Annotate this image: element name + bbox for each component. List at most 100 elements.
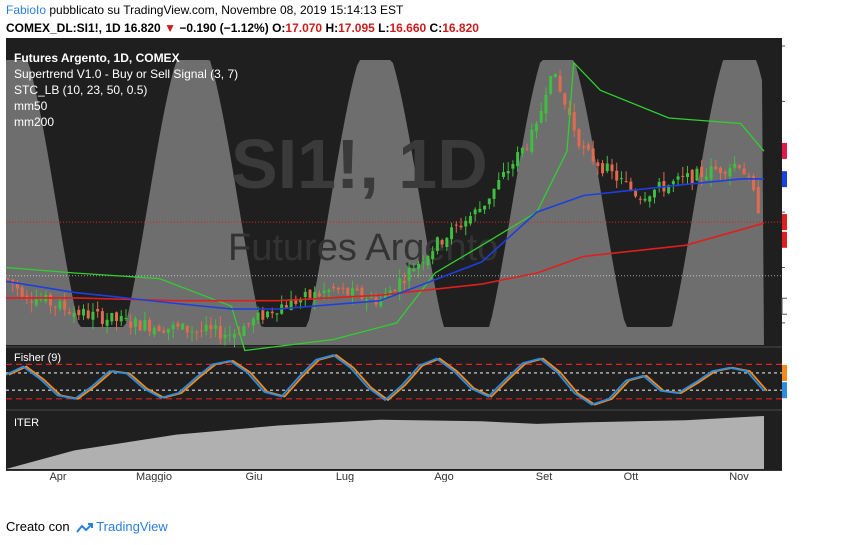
candle-body bbox=[275, 313, 279, 315]
candle-body bbox=[440, 240, 444, 245]
candle bbox=[511, 160, 515, 177]
candle-body bbox=[398, 278, 402, 292]
candle bbox=[681, 166, 685, 184]
candle-body bbox=[82, 308, 85, 316]
candle-body bbox=[634, 190, 638, 197]
candle-body bbox=[369, 297, 373, 299]
candle-body bbox=[501, 172, 505, 177]
candle-body bbox=[525, 148, 529, 150]
candle-body bbox=[577, 129, 581, 147]
low-label: L: bbox=[378, 21, 390, 35]
candle-body bbox=[223, 334, 227, 338]
candle bbox=[435, 236, 439, 255]
candle-body bbox=[733, 163, 737, 168]
candle-body bbox=[218, 325, 222, 339]
candle bbox=[115, 311, 119, 331]
candle-body bbox=[289, 299, 293, 311]
candle bbox=[63, 293, 67, 317]
chart-area[interactable]: SI1!, 1D Futures Argento Futures Argento, … bbox=[6, 38, 787, 482]
candle bbox=[266, 310, 270, 319]
candle bbox=[336, 286, 340, 294]
candle bbox=[544, 87, 548, 123]
candle-body bbox=[34, 298, 38, 306]
candle bbox=[601, 159, 605, 177]
candle bbox=[501, 162, 505, 180]
candle bbox=[473, 207, 477, 222]
candle-body bbox=[516, 152, 520, 167]
mm200-line bbox=[6, 222, 765, 302]
candle bbox=[752, 173, 756, 192]
low-value: 16.660 bbox=[389, 21, 427, 35]
candle-body bbox=[138, 320, 142, 331]
candle bbox=[638, 195, 642, 205]
candle bbox=[619, 171, 623, 185]
candle bbox=[242, 322, 246, 337]
candle bbox=[516, 146, 520, 173]
candle bbox=[558, 69, 562, 93]
author-name[interactable]: FabioIo bbox=[6, 3, 47, 17]
candle bbox=[350, 280, 354, 305]
price-badge: 18.105 bbox=[782, 142, 787, 159]
candle bbox=[30, 292, 34, 313]
candle bbox=[317, 290, 321, 298]
candle-body bbox=[657, 181, 661, 188]
candle bbox=[714, 159, 718, 171]
candle bbox=[450, 222, 454, 245]
candle-body bbox=[407, 267, 411, 281]
candle-body bbox=[417, 263, 421, 269]
candle-body bbox=[752, 176, 756, 191]
candle bbox=[162, 326, 166, 334]
candle-body bbox=[360, 287, 364, 299]
candle-body bbox=[124, 318, 128, 320]
watermark-symbol: SI1!, 1D bbox=[231, 125, 488, 203]
candle bbox=[303, 288, 307, 307]
candle-body bbox=[313, 292, 317, 301]
candle-body bbox=[596, 162, 600, 167]
candle-body bbox=[195, 331, 199, 333]
candle bbox=[464, 216, 468, 236]
candle bbox=[643, 191, 647, 203]
candle bbox=[58, 296, 62, 312]
candle-body bbox=[629, 181, 633, 190]
candle-body bbox=[426, 256, 430, 266]
publish-info: FabioIo pubblicato su TradingView.com, N… bbox=[6, 3, 403, 17]
price-badge-box bbox=[782, 214, 787, 231]
candle bbox=[596, 159, 600, 176]
date-tick-label: Set bbox=[536, 471, 553, 482]
candle-body bbox=[39, 299, 43, 301]
candle-body bbox=[20, 287, 24, 297]
candle-body bbox=[723, 171, 727, 174]
footer-brand[interactable]: TradingView bbox=[96, 519, 168, 534]
candle-body bbox=[492, 188, 496, 199]
chart-svg[interactable]: SI1!, 1D Futures Argento Futures Argento, … bbox=[6, 38, 787, 482]
legend-item: STC_LB (10, 23, 50, 0.5) bbox=[14, 83, 147, 97]
candle-body bbox=[209, 324, 213, 330]
candle bbox=[483, 205, 487, 215]
candle bbox=[520, 146, 524, 158]
candle bbox=[105, 312, 109, 334]
candle bbox=[563, 92, 567, 110]
candle-body bbox=[709, 166, 713, 180]
price-badge: 16.500 bbox=[782, 231, 787, 248]
candle-body bbox=[251, 318, 255, 326]
candle-body bbox=[695, 168, 699, 181]
candle-body bbox=[497, 179, 501, 190]
date-tick-label: Apr bbox=[49, 471, 66, 482]
candle-body bbox=[143, 320, 147, 331]
candle-body bbox=[450, 227, 454, 240]
candle-body bbox=[162, 330, 166, 333]
date-tick-label: Maggio bbox=[136, 471, 172, 482]
candle-body bbox=[336, 287, 340, 290]
price-badge-box bbox=[782, 142, 787, 159]
candle-body bbox=[299, 299, 303, 303]
candle-body bbox=[652, 189, 656, 198]
candle-body bbox=[601, 163, 605, 174]
candle-body bbox=[96, 308, 100, 312]
candle bbox=[143, 311, 147, 332]
candle-body bbox=[6, 278, 10, 280]
candle-body bbox=[487, 198, 491, 205]
candle bbox=[497, 172, 501, 191]
candle-body bbox=[332, 286, 336, 289]
fisher-badge: -0.80 bbox=[782, 382, 787, 399]
candle bbox=[492, 188, 496, 207]
